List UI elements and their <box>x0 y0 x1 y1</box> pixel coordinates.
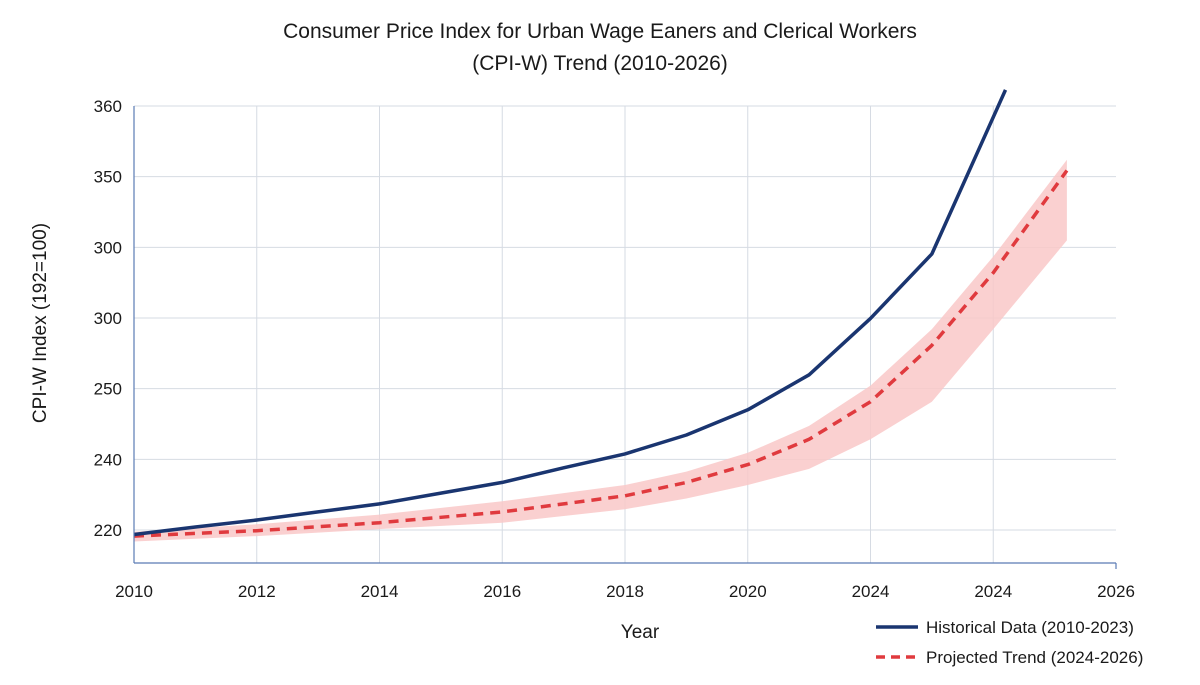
y-tick-label: 240 <box>94 450 122 469</box>
y-tick-labels: 220 240 250 300 300 350 360 <box>94 97 122 540</box>
series-line-historical <box>133 89 1008 537</box>
series-line-projected <box>133 169 1069 538</box>
x-tick-label: 2018 <box>606 582 644 601</box>
band-layer <box>134 159 1067 542</box>
y-tick-label: 360 <box>94 97 122 116</box>
legend: Historical Data (2010-2023) Projected Tr… <box>876 618 1143 667</box>
y-axis-title: CPI-W Index (192=100) <box>30 223 51 423</box>
x-tick-label: 2024 <box>974 582 1012 601</box>
y-tick-label: 300 <box>94 309 122 328</box>
chart-subtitle: (CPI-W) Trend (2010-2026) <box>472 52 728 75</box>
x-axis-title: Year <box>621 622 660 643</box>
x-tick-label: 2026 <box>1097 582 1135 601</box>
x-tick-label: 2012 <box>238 582 276 601</box>
x-tick-label: 2010 <box>115 582 153 601</box>
x-tick-label: 2020 <box>729 582 767 601</box>
x-tick-label: 2016 <box>483 582 521 601</box>
projection-band <box>134 159 1067 542</box>
y-tick-label: 350 <box>94 168 122 187</box>
series-layer <box>133 89 1069 538</box>
x-tick-label: 2014 <box>361 582 399 601</box>
grid-layer <box>134 105 1116 563</box>
axes-layer <box>133 106 1117 569</box>
legend-label-historical: Historical Data (2010-2023) <box>926 618 1134 637</box>
y-tick-label: 250 <box>94 380 122 399</box>
chart-title: Consumer Price Index for Urban Wage Eane… <box>283 20 917 43</box>
x-tick-labels: 2010 2012 2014 2016 2018 2020 2024 2024 2026 <box>115 582 1135 601</box>
legend-label-projected: Projected Trend (2024-2026) <box>926 648 1143 667</box>
y-tick-label: 220 <box>94 521 122 540</box>
x-tick-label: 2024 <box>852 582 890 601</box>
y-tick-label: 300 <box>94 238 122 257</box>
